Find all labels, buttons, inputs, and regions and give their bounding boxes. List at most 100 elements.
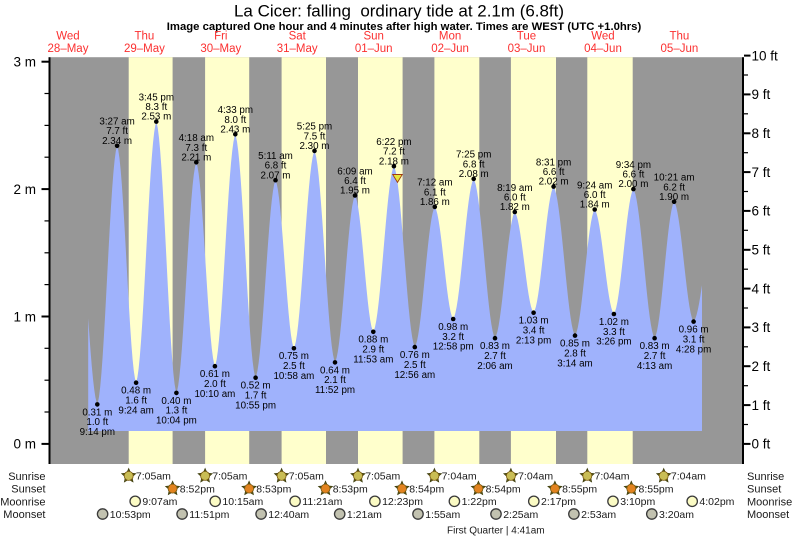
svg-text:8.0 ft: 8.0 ft	[224, 115, 246, 126]
svg-text:12:40am: 12:40am	[268, 509, 309, 521]
svg-text:2.5 ft: 2.5 ft	[404, 360, 426, 371]
svg-text:2 m: 2 m	[13, 182, 36, 197]
svg-text:28–May: 28–May	[48, 43, 89, 55]
svg-text:01–Jun: 01–Jun	[355, 43, 393, 55]
svg-text:2:53am: 2:53am	[581, 509, 616, 521]
svg-text:12:56 am: 12:56 am	[394, 370, 435, 381]
svg-text:Sunrise: Sunrise	[8, 471, 45, 483]
svg-text:1.3 ft: 1.3 ft	[166, 406, 188, 417]
svg-text:0.83 m: 0.83 m	[640, 341, 670, 352]
svg-text:1.82 m: 1.82 m	[500, 202, 530, 213]
svg-text:4 ft: 4 ft	[752, 281, 771, 296]
svg-text:10:58 am: 10:58 am	[273, 371, 314, 382]
svg-text:Moonset: Moonset	[747, 509, 789, 521]
svg-text:8:52pm: 8:52pm	[180, 483, 215, 495]
svg-text:First Quarter | 4:41am: First Quarter | 4:41am	[447, 526, 545, 537]
svg-text:6 ft: 6 ft	[752, 204, 771, 219]
svg-text:2.7 ft: 2.7 ft	[644, 351, 666, 362]
svg-text:1.95 m: 1.95 m	[340, 186, 370, 197]
svg-text:7.5 ft: 7.5 ft	[304, 131, 326, 142]
svg-text:2.7 ft: 2.7 ft	[484, 351, 506, 362]
svg-text:7.2 ft: 7.2 ft	[383, 147, 405, 158]
svg-text:8:54pm: 8:54pm	[486, 483, 521, 495]
svg-text:4:02pm: 4:02pm	[699, 496, 734, 508]
svg-text:6.8 ft: 6.8 ft	[265, 161, 287, 172]
svg-text:10:15am: 10:15am	[222, 496, 263, 508]
svg-text:6.6 ft: 6.6 ft	[543, 167, 565, 178]
svg-text:3:20am: 3:20am	[659, 509, 694, 521]
svg-text:Sun: Sun	[363, 31, 383, 43]
svg-text:8:54pm: 8:54pm	[409, 483, 444, 495]
svg-text:Tue: Tue	[517, 31, 536, 43]
svg-text:2.34 m: 2.34 m	[102, 136, 132, 147]
svg-text:2:06 am: 2:06 am	[477, 361, 512, 372]
svg-text:Wed: Wed	[591, 31, 614, 43]
svg-text:8:53pm: 8:53pm	[256, 483, 291, 495]
svg-text:03–Jun: 03–Jun	[508, 43, 546, 55]
svg-text:2.8 ft: 2.8 ft	[564, 348, 586, 359]
svg-text:2.08 m: 2.08 m	[459, 169, 489, 180]
svg-text:4:28 pm: 4:28 pm	[676, 344, 711, 355]
svg-text:Moonrise: Moonrise	[0, 496, 45, 508]
svg-text:1:21am: 1:21am	[347, 509, 382, 521]
svg-text:9:34 pm: 9:34 pm	[616, 160, 651, 171]
svg-text:2:25am: 2:25am	[503, 509, 538, 521]
svg-text:2.21 m: 2.21 m	[181, 152, 211, 163]
svg-text:1 ft: 1 ft	[752, 398, 771, 413]
svg-text:Mon: Mon	[439, 31, 461, 43]
svg-text:2.18 m: 2.18 m	[379, 156, 409, 167]
svg-text:La Cicer: falling ordinary ti: La Cicer: falling ordinary tide at 2.1m …	[234, 2, 564, 21]
svg-text:5:11 am: 5:11 am	[258, 151, 293, 162]
svg-text:Moonset: Moonset	[3, 509, 45, 521]
svg-text:7:05am: 7:05am	[212, 471, 247, 483]
svg-text:3.4 ft: 3.4 ft	[523, 326, 545, 337]
svg-text:6:22 pm: 6:22 pm	[376, 137, 411, 148]
svg-text:2.00 m: 2.00 m	[618, 179, 648, 190]
svg-text:0.85 m: 0.85 m	[560, 339, 590, 350]
svg-text:8:53pm: 8:53pm	[333, 483, 368, 495]
svg-text:Image captured One hour and 4: Image captured One hour and 4 minutes af…	[167, 21, 642, 33]
svg-text:7 ft: 7 ft	[752, 165, 771, 180]
svg-text:10:55 pm: 10:55 pm	[235, 400, 276, 411]
svg-text:Fri: Fri	[214, 31, 227, 43]
svg-text:10 ft: 10 ft	[752, 48, 779, 63]
svg-text:30–May: 30–May	[200, 43, 241, 55]
svg-text:3:10pm: 3:10pm	[620, 496, 655, 508]
svg-text:11:21am: 11:21am	[302, 496, 342, 508]
svg-text:0.61 m: 0.61 m	[200, 369, 230, 380]
svg-text:2.9 ft: 2.9 ft	[362, 345, 384, 356]
svg-text:6.2 ft: 6.2 ft	[663, 182, 685, 193]
svg-text:2.1 ft: 2.1 ft	[324, 375, 346, 386]
svg-text:1.90 m: 1.90 m	[659, 192, 689, 203]
svg-text:7.7 ft: 7.7 ft	[106, 126, 128, 137]
svg-text:2 ft: 2 ft	[752, 359, 771, 374]
svg-text:4:18 am: 4:18 am	[179, 133, 214, 144]
svg-text:3.2 ft: 3.2 ft	[442, 332, 464, 343]
svg-text:31–May: 31–May	[277, 43, 318, 55]
svg-text:2.43 m: 2.43 m	[220, 124, 250, 135]
svg-text:Sunset: Sunset	[747, 484, 781, 496]
svg-text:8:19 am: 8:19 am	[497, 183, 532, 194]
svg-text:2.30 m: 2.30 m	[300, 141, 330, 152]
svg-text:7:05am: 7:05am	[136, 471, 171, 483]
svg-text:9:24 am: 9:24 am	[577, 180, 612, 191]
svg-text:2.0 ft: 2.0 ft	[204, 379, 226, 390]
svg-text:1.0 ft: 1.0 ft	[86, 417, 108, 428]
svg-text:3:14 am: 3:14 am	[557, 358, 592, 369]
svg-text:0 ft: 0 ft	[752, 437, 771, 452]
svg-text:3.1 ft: 3.1 ft	[683, 334, 705, 345]
svg-text:3 m: 3 m	[13, 55, 36, 70]
svg-text:2.5 ft: 2.5 ft	[283, 361, 305, 372]
svg-text:6.4 ft: 6.4 ft	[344, 176, 366, 187]
svg-text:6:09 am: 6:09 am	[337, 166, 372, 177]
svg-text:4:33 pm: 4:33 pm	[218, 105, 253, 116]
svg-text:Sunrise: Sunrise	[747, 471, 784, 483]
svg-text:12:23pm: 12:23pm	[382, 496, 423, 508]
svg-text:0.48 m: 0.48 m	[121, 386, 151, 397]
svg-text:3:26 pm: 3:26 pm	[596, 337, 631, 348]
svg-text:Thu: Thu	[134, 31, 154, 43]
svg-text:0.75 m: 0.75 m	[279, 351, 309, 362]
svg-text:9:07am: 9:07am	[142, 496, 177, 508]
svg-text:8:31 pm: 8:31 pm	[536, 157, 571, 168]
svg-text:7:25 pm: 7:25 pm	[456, 150, 491, 161]
